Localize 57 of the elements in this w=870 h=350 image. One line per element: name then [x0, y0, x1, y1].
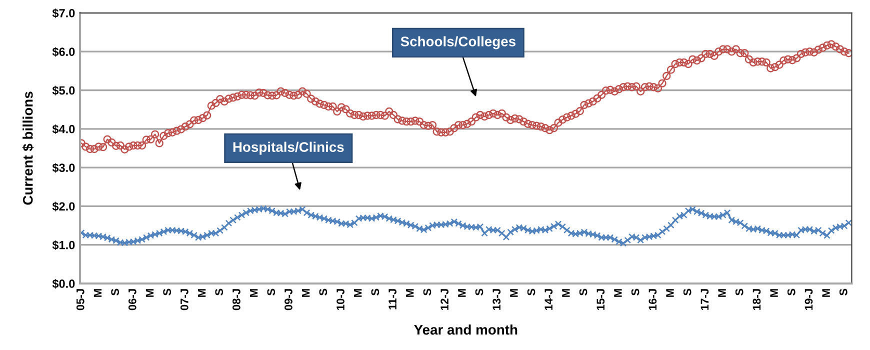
y-tick-label: $6.0 [52, 47, 75, 57]
x-tick-label: M [770, 289, 778, 297]
x-tick-label: S [683, 288, 692, 296]
x-tick-label: 05-J [76, 289, 84, 310]
x-tick-label: 12-J [440, 289, 448, 310]
x-tick-label: 11-J [388, 289, 396, 310]
x-tick-label: S [787, 288, 796, 296]
x-tick-label: M [614, 289, 622, 297]
x-tick-label: M [666, 289, 674, 297]
x-tick-label: 16-J [648, 289, 657, 310]
x-tick-label: M [146, 289, 154, 297]
x-tick-label: 13-J [492, 289, 501, 310]
x-tick-label: M [718, 289, 726, 297]
y-tick-label: $2.0 [52, 202, 75, 212]
x-tick-label: 07-J [180, 289, 188, 310]
y-tick-label: $5.0 [52, 86, 75, 96]
x-tick-label: M [354, 289, 362, 297]
x-tick-label: S [319, 288, 328, 296]
x-tick-label: M [510, 289, 518, 297]
x-tick-label: M [198, 289, 206, 297]
x-tick-label: S [839, 288, 848, 296]
x-tick-label: 19-J [804, 289, 813, 310]
x-tick-label: 08-J [232, 289, 240, 310]
x-tick-label: M [406, 289, 414, 297]
x-tick-label: M [302, 289, 310, 297]
x-tick-label: M [822, 289, 830, 297]
x-tick-label: 14-J [544, 289, 553, 310]
y-tick-label: $0.0 [52, 279, 75, 289]
x-tick-label: M [458, 289, 466, 297]
x-tick-label: S [163, 288, 172, 296]
annotation: Schools/Colleges [400, 36, 516, 50]
y-tick-label: $7.0 [52, 8, 75, 18]
x-tick-label: S [111, 288, 120, 296]
x-tick-label: S [371, 288, 380, 296]
x-tick-label: M [94, 289, 102, 297]
y-tick-label: $4.0 [52, 124, 75, 134]
y-axis-title: Current $ billions [22, 92, 34, 205]
y-tick-label: $1.0 [52, 240, 75, 250]
x-tick-label: 17-J [700, 289, 709, 310]
x-tick-label: S [215, 288, 224, 296]
x-tick-label: 09-J [284, 289, 292, 310]
x-tick-label: 10-J [336, 289, 344, 310]
x-tick-label: S [527, 288, 536, 296]
x-axis-title: Year and month [414, 324, 518, 335]
x-tick-label: S [475, 288, 484, 296]
x-tick-label: S [631, 288, 640, 296]
x-tick-label: 15-J [596, 289, 605, 310]
x-tick-label: 18-J [752, 289, 761, 310]
x-tick-label: M [250, 289, 258, 297]
x-tick-label: M [562, 289, 570, 297]
annotation: Hospitals/Clinics [233, 142, 344, 155]
x-tick-label: S [579, 288, 588, 296]
x-tick-label: S [267, 288, 276, 296]
x-tick-label: 06-J [128, 289, 136, 310]
x-tick-label: S [735, 288, 744, 296]
x-tick-label: S [423, 288, 432, 296]
y-tick-label: $3.0 [52, 163, 75, 173]
